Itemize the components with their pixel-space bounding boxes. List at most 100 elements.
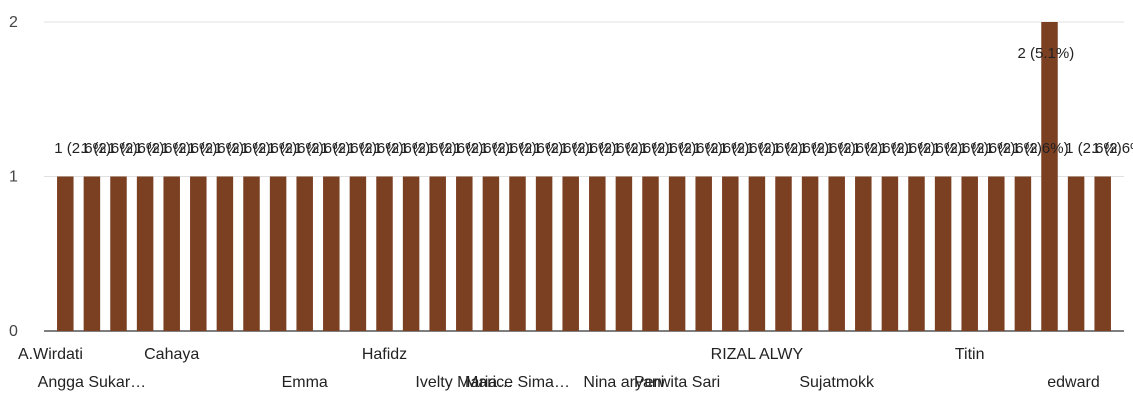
data-label: 1 (2.6%) [134, 140, 191, 157]
bar[interactable] [668, 176, 686, 332]
data-label: 1 (2.6%) [1012, 140, 1069, 157]
data-label: 1 (2.6%) [320, 140, 377, 157]
data-label: 1 (2.6%) [640, 140, 697, 157]
data-label: 1 (2.6%) [959, 140, 1016, 157]
data-label: 1 (2.6%) [81, 140, 138, 157]
data-label: 1 (2.6%) [560, 140, 617, 157]
bar[interactable] [908, 176, 925, 332]
bar[interactable] [615, 176, 633, 332]
bar[interactable] [136, 176, 154, 332]
bar[interactable] [402, 176, 420, 332]
x-category-label: A.Wirdati [18, 346, 83, 363]
data-label: 1 (2.6%) [374, 140, 431, 157]
data-label: 1 (2.6%) [161, 140, 218, 157]
x-category-label: edward [1047, 374, 1099, 391]
data-label: 1 (2.6%) [1065, 140, 1122, 157]
data-label: 1 (2.6%) [347, 140, 404, 157]
data-label: 1 (2.6%) [480, 140, 537, 157]
data-label: 1 (2.6%) [507, 140, 564, 157]
data-label: 1 (2.6%) [267, 140, 324, 157]
x-category-label: Hafidz [362, 346, 407, 363]
bar[interactable] [562, 176, 579, 332]
data-label: 1 (2.6%) [746, 140, 803, 157]
data-label: 1 (2.6%) [1092, 140, 1133, 157]
value-label-layer: 1 (2.6%)1 (2.6%)1 (2.6%)1 (2.6%)1 (2.6%)… [54, 45, 1133, 157]
x-category-label: RIZAL ALWY [711, 346, 804, 363]
bar[interactable] [1041, 22, 1058, 331]
bar[interactable] [961, 176, 978, 332]
data-label: 1 (2.6%) [666, 140, 723, 157]
bar[interactable] [828, 176, 845, 332]
bar[interactable] [695, 176, 712, 332]
bar[interactable] [269, 176, 287, 332]
x-category-label: Angga Sukar… [38, 374, 147, 391]
bar[interactable] [1094, 176, 1111, 332]
bar[interactable] [190, 176, 207, 332]
data-label: 1 (2.6%) [826, 140, 883, 157]
data-label: 1 (2.6%) [613, 140, 670, 157]
x-category-label: Sujatmokk [799, 374, 875, 391]
data-label: 1 (2.6%) [773, 140, 830, 157]
data-label: 1 (2.6%) [187, 140, 244, 157]
bar[interactable] [748, 176, 766, 332]
bar[interactable] [934, 176, 952, 332]
bar[interactable] [535, 176, 553, 332]
bar[interactable] [376, 176, 393, 332]
bar[interactable] [589, 176, 606, 332]
bar[interactable] [243, 176, 260, 332]
bar[interactable] [323, 176, 340, 332]
bar[interactable] [216, 176, 234, 332]
y-tick-label: 1 [9, 169, 18, 186]
bar[interactable] [1014, 176, 1032, 332]
bar[interactable] [881, 176, 899, 332]
bar[interactable] [722, 176, 739, 332]
x-category-label: Emma [282, 374, 328, 391]
y-tick-label: 2 [9, 14, 18, 31]
data-label: 1 (2.6%) [427, 140, 484, 157]
data-label: 1 (2.6%) [400, 140, 457, 157]
x-category-label: Cahaya [144, 346, 199, 363]
x-label-layer: A.Wirdati Angga Sukar… Cahaya Emma Hafidz Ive… [18, 346, 1100, 391]
data-label: 1 (2.6%) [985, 140, 1042, 157]
bar[interactable] [296, 176, 313, 332]
data-label: 1 (2.6%) [533, 140, 590, 157]
bar[interactable] [775, 176, 792, 332]
y-tick-label: 0 [9, 323, 18, 340]
x-category-label: Perwita Sari [634, 374, 720, 391]
bar[interactable] [163, 176, 180, 332]
x-category-label: Marice Sima… [465, 374, 570, 391]
bar[interactable] [801, 176, 819, 332]
bar[interactable] [349, 176, 367, 332]
bar[interactable] [642, 176, 659, 332]
data-label: 1 (2.6%) [108, 140, 165, 157]
bar-layer [57, 22, 1111, 331]
x-category-label: Nina aryani [583, 374, 664, 391]
bar[interactable] [57, 176, 74, 332]
data-label: 1 (2.6%) [932, 140, 989, 157]
bar[interactable] [509, 176, 526, 332]
data-label: 1 (2.6%) [852, 140, 909, 157]
data-label: 1 (2.6%) [241, 140, 298, 157]
bar[interactable] [110, 176, 127, 332]
bar[interactable] [1067, 176, 1085, 332]
data-label: 1 (2.6%) [693, 140, 750, 157]
data-label: 1 (2.6%) [906, 140, 963, 157]
data-label: 1 (2.6%) [294, 140, 351, 157]
x-category-label: Ivelty Maria… [415, 374, 513, 391]
bar[interactable] [83, 176, 101, 332]
data-label: 1 (2.6%) [586, 140, 643, 157]
bar[interactable] [429, 176, 446, 332]
bar[interactable] [456, 176, 473, 332]
data-label: 1 (2.6%) [879, 140, 936, 157]
x-category-label: Titin [955, 346, 985, 363]
bar[interactable] [988, 176, 1005, 332]
data-label: 1 (2.6%) [453, 140, 510, 157]
data-label: 1 (2.6%) [799, 140, 856, 157]
data-label: 1 (2.6%) [719, 140, 776, 157]
data-label: 1 (2.6%) [214, 140, 271, 157]
bar[interactable] [855, 176, 872, 332]
bar[interactable] [482, 176, 500, 332]
data-label: 2 (5.1%) [1018, 45, 1075, 62]
